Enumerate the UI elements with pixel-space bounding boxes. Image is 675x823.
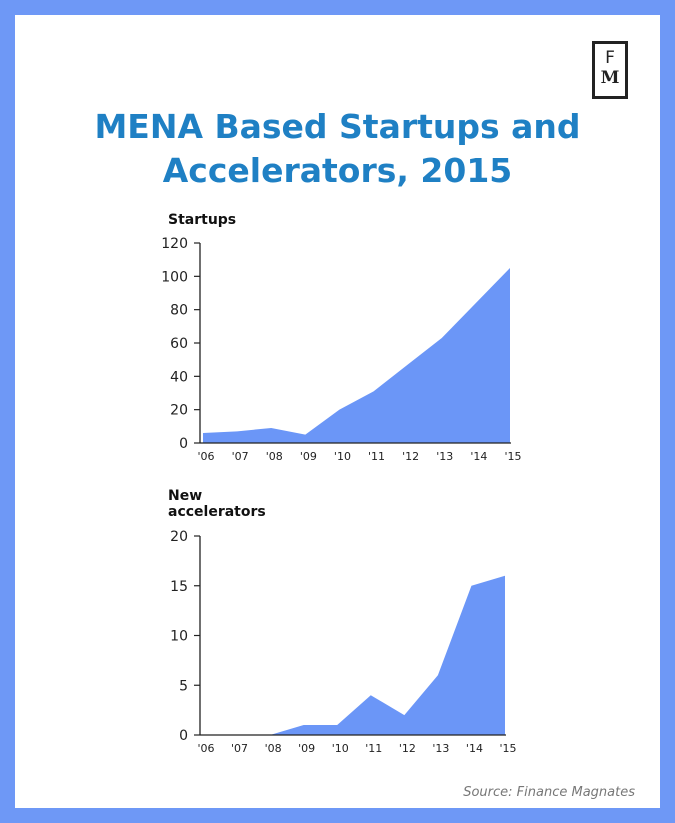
- x-tick-label: '13: [436, 450, 453, 463]
- area-series-2: [203, 575, 505, 735]
- y-tick-label: 60: [170, 336, 188, 352]
- y-tick-label: 10: [170, 629, 188, 645]
- fm-logo: F M: [592, 41, 628, 99]
- x-tick-label: '13: [432, 742, 449, 755]
- x-tick-label: '12: [402, 450, 419, 463]
- y-axis-title: New: [168, 488, 202, 504]
- y-tick-label: 20: [170, 529, 188, 545]
- y-tick-label: 80: [170, 303, 188, 319]
- x-tick-label: '07: [231, 742, 248, 755]
- x-tick-label: '14: [466, 742, 483, 755]
- y-tick-label: 5: [179, 678, 188, 694]
- x-tick-label: '15: [504, 450, 521, 463]
- y-axis-title: accelerators: [168, 504, 266, 520]
- x-tick-label: '08: [265, 742, 282, 755]
- x-tick-label: '08: [266, 450, 283, 463]
- x-tick-label: '12: [399, 742, 416, 755]
- y-tick-label: 40: [170, 369, 188, 385]
- y-tick-label: 120: [161, 236, 188, 252]
- chart-title: MENA Based Startups and Accelerators, 20…: [0, 105, 675, 193]
- y-tick-label: 20: [170, 403, 188, 419]
- source-note: Source: Finance Magnates: [463, 785, 635, 800]
- x-tick-label: '06: [197, 742, 214, 755]
- y-axis-title: Startups: [168, 212, 236, 228]
- x-tick-label: '09: [300, 450, 317, 463]
- x-tick-label: '11: [368, 450, 385, 463]
- title-line-1: MENA Based Startups and: [94, 107, 581, 146]
- y-tick-label: 0: [179, 728, 188, 744]
- x-tick-label: '10: [332, 742, 349, 755]
- x-tick-label: '10: [334, 450, 351, 463]
- x-tick-label: '07: [232, 450, 249, 463]
- x-tick-label: '11: [365, 742, 382, 755]
- title-line-2: Accelerators, 2015: [162, 151, 513, 190]
- y-tick-label: 15: [170, 579, 188, 595]
- area-series-1: [203, 268, 510, 443]
- y-tick-label: 100: [161, 269, 188, 285]
- logo-letter-f: F: [605, 48, 615, 68]
- x-tick-label: '09: [298, 742, 315, 755]
- x-tick-label: '15: [499, 742, 516, 755]
- x-tick-label: '06: [197, 450, 214, 463]
- y-tick-label: 0: [179, 436, 188, 452]
- x-tick-label: '14: [470, 450, 487, 463]
- logo-letter-m: M: [600, 68, 620, 88]
